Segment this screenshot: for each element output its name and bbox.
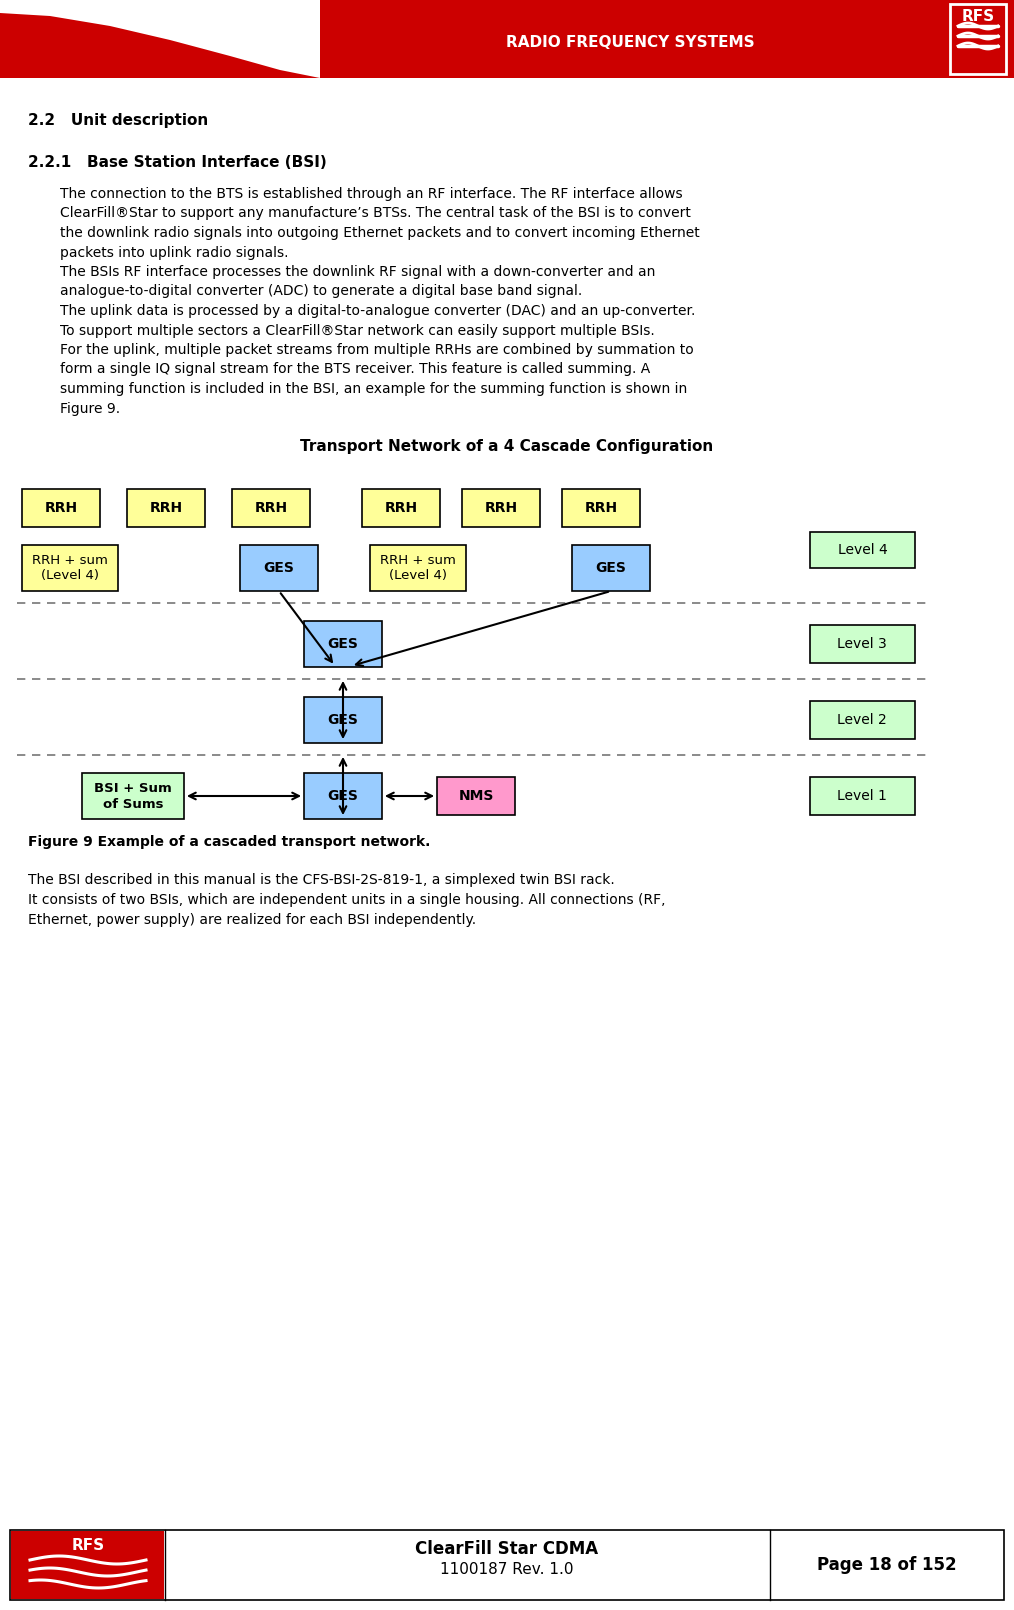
Text: RRH: RRH: [149, 501, 183, 515]
Text: GES: GES: [595, 560, 627, 575]
Text: ClearFill Star CDMA: ClearFill Star CDMA: [416, 1541, 598, 1558]
Text: packets into uplink radio signals.: packets into uplink radio signals.: [60, 245, 289, 259]
Text: The connection to the BTS is established through an RF interface. The RF interfa: The connection to the BTS is established…: [60, 187, 682, 201]
Text: The BSIs RF interface processes the downlink RF signal with a down-converter and: The BSIs RF interface processes the down…: [60, 266, 655, 279]
Bar: [11, 1531, 164, 1599]
Text: NMS: NMS: [458, 789, 494, 803]
Text: The BSI described in this manual is the CFS-BSI-2S-819-1, a simplexed twin BSI r: The BSI described in this manual is the …: [28, 873, 614, 887]
Bar: [0, 0, 1014, 77]
Text: the downlink radio signals into outgoing Ethernet packets and to convert incomin: the downlink radio signals into outgoing…: [60, 225, 700, 240]
Text: Figure 9.: Figure 9.: [60, 401, 120, 415]
Text: RFS: RFS: [71, 1538, 104, 1554]
Text: The uplink data is processed by a digital-to-analogue converter (DAC) and an up-: The uplink data is processed by a digita…: [60, 304, 696, 319]
Bar: [240, 546, 318, 591]
Text: RRH: RRH: [584, 501, 618, 515]
Text: form a single IQ signal stream for the BTS receiver. This feature is called summ: form a single IQ signal stream for the B…: [60, 362, 650, 377]
Polygon shape: [0, 0, 320, 77]
Bar: [462, 489, 540, 526]
Text: summing function is included in the BSI, an example for the summing function is : summing function is included in the BSI,…: [60, 382, 687, 396]
Text: For the uplink, multiple packet streams from multiple RRHs are combined by summa: For the uplink, multiple packet streams …: [60, 343, 694, 357]
Bar: [810, 531, 915, 568]
Bar: [10, 1530, 1004, 1600]
Text: ClearFill®Star to support any manufacture’s BTSs. The central task of the BSI is: ClearFill®Star to support any manufactur…: [60, 206, 691, 221]
Text: analogue-to-digital converter (ADC) to generate a digital base band signal.: analogue-to-digital converter (ADC) to g…: [60, 285, 582, 298]
Text: (Level 4): (Level 4): [41, 570, 99, 583]
Text: RRH + sum: RRH + sum: [32, 554, 107, 567]
Text: It consists of two BSIs, which are independent units in a single housing. All co: It consists of two BSIs, which are indep…: [28, 894, 665, 906]
Text: BSI + Sum: BSI + Sum: [94, 781, 172, 794]
Bar: [437, 778, 515, 815]
Bar: [22, 546, 118, 591]
Text: GES: GES: [328, 638, 358, 650]
Text: GES: GES: [264, 560, 294, 575]
Text: RRH: RRH: [45, 501, 77, 515]
Text: 2.2   Unit description: 2.2 Unit description: [28, 113, 208, 129]
Bar: [82, 773, 184, 819]
Bar: [362, 489, 440, 526]
Text: RRH: RRH: [255, 501, 288, 515]
Text: RRH: RRH: [485, 501, 517, 515]
Bar: [22, 489, 100, 526]
Text: Ethernet, power supply) are realized for each BSI independently.: Ethernet, power supply) are realized for…: [28, 913, 477, 927]
Bar: [370, 546, 466, 591]
Text: Page 18 of 152: Page 18 of 152: [817, 1555, 957, 1575]
Text: 1100187 Rev. 1.0: 1100187 Rev. 1.0: [440, 1562, 574, 1576]
Text: Level 1: Level 1: [838, 789, 887, 803]
Text: To support multiple sectors a ClearFill®Star network can easily support multiple: To support multiple sectors a ClearFill®…: [60, 324, 655, 338]
Text: GES: GES: [328, 789, 358, 803]
Bar: [810, 625, 915, 663]
Bar: [950, 3, 1006, 74]
Text: GES: GES: [328, 713, 358, 728]
Text: RRH + sum: RRH + sum: [380, 554, 456, 567]
Bar: [562, 489, 640, 526]
Text: RADIO FREQUENCY SYSTEMS: RADIO FREQUENCY SYSTEMS: [506, 35, 754, 50]
Text: Figure 9 Example of a cascaded transport network.: Figure 9 Example of a cascaded transport…: [28, 836, 430, 848]
Text: Level 4: Level 4: [838, 543, 887, 557]
Text: RFS: RFS: [961, 10, 995, 24]
Bar: [232, 489, 310, 526]
Bar: [304, 697, 382, 742]
Text: Level 3: Level 3: [838, 638, 887, 650]
Text: Level 2: Level 2: [838, 713, 887, 728]
Text: Transport Network of a 4 Cascade Configuration: Transport Network of a 4 Cascade Configu…: [300, 440, 714, 454]
Bar: [127, 489, 205, 526]
Text: 2.2.1   Base Station Interface (BSI): 2.2.1 Base Station Interface (BSI): [28, 155, 327, 171]
Bar: [572, 546, 650, 591]
Bar: [304, 773, 382, 819]
Text: (Level 4): (Level 4): [389, 570, 447, 583]
Text: RRH: RRH: [384, 501, 418, 515]
Text: of Sums: of Sums: [102, 797, 163, 810]
Bar: [810, 700, 915, 739]
Bar: [810, 778, 915, 815]
Bar: [304, 621, 382, 667]
